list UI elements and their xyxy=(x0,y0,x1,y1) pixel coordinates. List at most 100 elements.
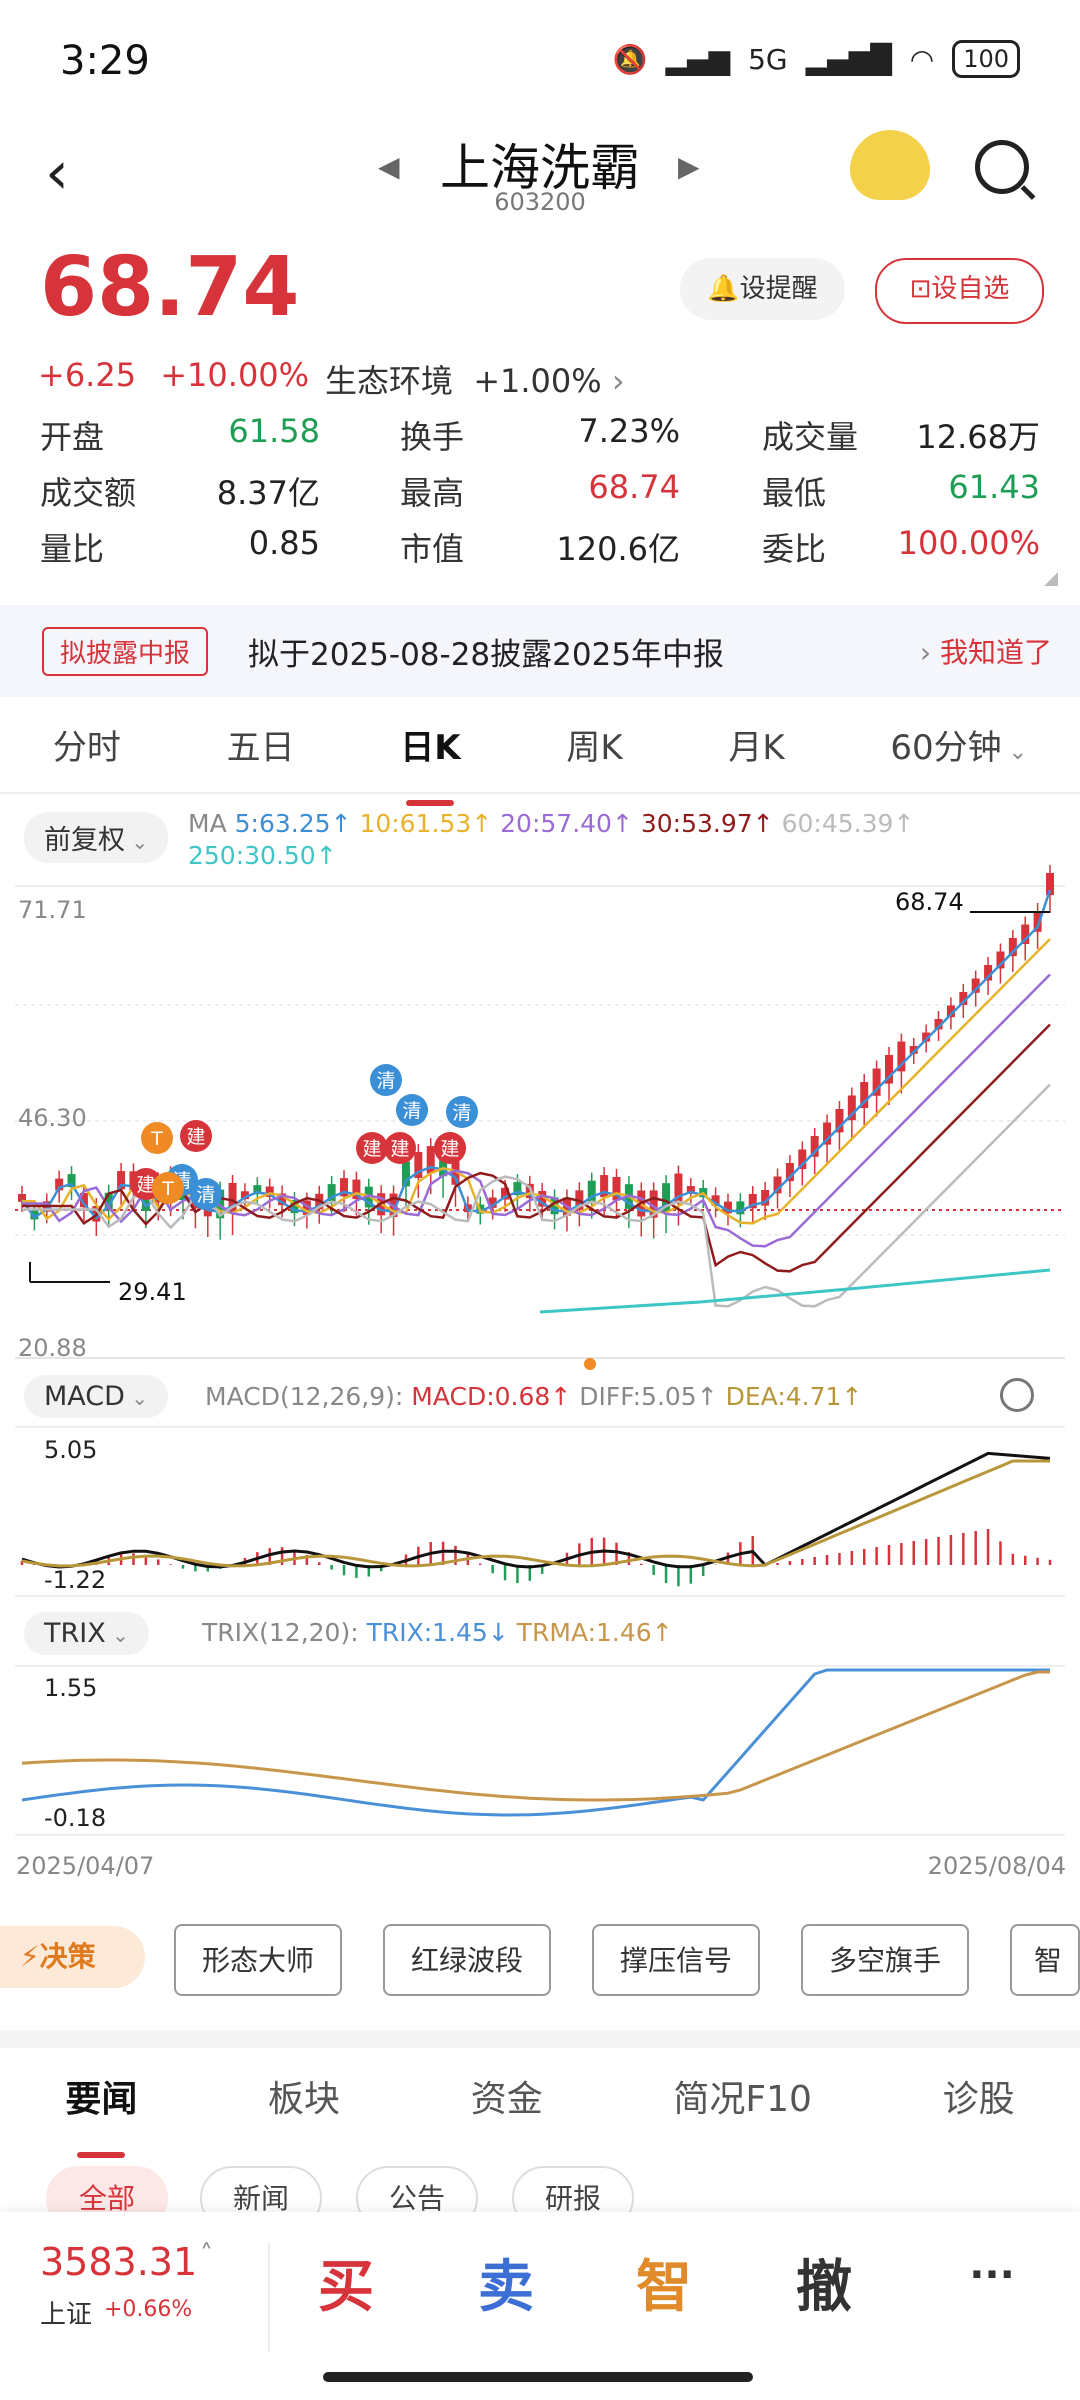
candle-body xyxy=(1046,873,1054,896)
candle-body xyxy=(340,1178,349,1197)
tool-red-green-band[interactable]: 红绿波段 xyxy=(383,1924,551,1996)
drag-handle-icon[interactable] xyxy=(584,1358,596,1370)
candle-body xyxy=(352,1179,361,1200)
candle-body xyxy=(18,1194,26,1202)
candle-body xyxy=(723,1201,732,1214)
sell-button[interactable]: 卖 xyxy=(478,2255,534,2320)
tab-60min[interactable]: 60分钟 ⌄ xyxy=(890,720,1027,790)
sector-link[interactable]: 生态环境 +1.00% › xyxy=(325,356,625,402)
candle-body xyxy=(761,1190,770,1206)
tab-sector[interactable]: 板块 xyxy=(268,2079,341,2120)
smart-button[interactable]: 智 xyxy=(636,2255,692,2320)
ma-line xyxy=(22,1023,1051,1273)
battery-icon: 100 xyxy=(952,40,1020,78)
search-icon[interactable] xyxy=(975,140,1029,194)
candle-body xyxy=(798,1149,807,1169)
chevron-up-icon[interactable]: ˄ xyxy=(200,2240,213,2270)
stock-code: 603200 xyxy=(494,188,586,216)
candle-body xyxy=(55,1178,64,1191)
decision-label: 决策 xyxy=(39,1940,96,1973)
more-button[interactable]: ··· xyxy=(969,2252,1015,2298)
trade-marker-label: 建 xyxy=(136,1174,155,1196)
trade-marker[interactable] xyxy=(180,1120,212,1152)
macd-dropdown[interactable]: MACD ⌄ xyxy=(24,1375,169,1418)
candle-body xyxy=(253,1185,262,1195)
candle-body xyxy=(302,1200,311,1215)
stat-label: 最高 xyxy=(400,474,465,512)
stat-label: 成交额 xyxy=(40,474,137,512)
stat-label: 成交量 xyxy=(762,418,859,456)
candle-body xyxy=(30,1210,39,1220)
trade-marker[interactable] xyxy=(384,1132,416,1164)
tab-daily-k[interactable]: 日K xyxy=(400,720,461,806)
status-bar: 3:29 🔕 ▂▄▆ 5G ▂▄▆█ ◠ 100 xyxy=(0,0,1080,120)
settings-icon[interactable] xyxy=(1000,1378,1034,1412)
tab-monthly-k[interactable]: 月K xyxy=(728,728,785,768)
trade-marker[interactable] xyxy=(396,1094,428,1126)
trma-value: TRMA:1.46↑ xyxy=(516,1618,673,1647)
next-stock-icon[interactable]: ▶ xyxy=(678,150,700,183)
tool-bull-bear[interactable]: 多空旗手 xyxy=(801,1924,969,1996)
tab-intraday[interactable]: 分时 xyxy=(52,728,121,768)
trade-marker[interactable] xyxy=(141,1122,173,1154)
index-value[interactable]: 3583.31 xyxy=(40,2240,198,2284)
trade-marker[interactable] xyxy=(434,1132,466,1164)
candle-body xyxy=(835,1109,844,1133)
news-tabs: 要闻 板块 资金 简况F10 诊股 xyxy=(0,2070,1080,2158)
back-icon[interactable]: ‹ xyxy=(45,138,69,208)
price-change: +6.25 +10.00% xyxy=(38,356,309,394)
trade-marker[interactable] xyxy=(370,1064,402,1096)
dismiss-notice-link[interactable]: › 我知道了 xyxy=(920,631,1052,671)
trade-marker[interactable] xyxy=(356,1132,388,1164)
expand-corner-icon[interactable] xyxy=(1044,572,1058,586)
tab-diagnosis[interactable]: 诊股 xyxy=(942,2079,1015,2120)
prev-stock-icon[interactable]: ◀ xyxy=(378,150,400,183)
tab-60min-label: 60分钟 xyxy=(890,728,1002,768)
add-watchlist-button[interactable]: ⊡设自选 xyxy=(875,258,1044,324)
buy-button[interactable]: 买 xyxy=(318,2255,374,2320)
stat-value: 100.00% xyxy=(897,524,1040,562)
tab-five-day[interactable]: 五日 xyxy=(226,728,295,768)
trade-marker[interactable] xyxy=(446,1096,478,1128)
tab-weekly-k[interactable]: 周K xyxy=(566,728,623,768)
watchlist-icon: ⊡ xyxy=(909,274,932,304)
candle-body xyxy=(488,1197,497,1208)
ma-lines xyxy=(20,889,1052,1314)
trma-line xyxy=(21,1670,1050,1802)
stat-label: 开盘 xyxy=(40,418,105,456)
tab-funds[interactable]: 资金 xyxy=(470,2079,543,2120)
adjust-dropdown[interactable]: 前复权 ⌄ xyxy=(24,812,169,863)
candle-body xyxy=(67,1174,76,1188)
kline-chart[interactable]: 前复权 ⌄ MA 5:63.25↑ 10:61.53↑ 20:57.40↑ 30… xyxy=(0,790,1080,1880)
trix-dropdown[interactable]: TRIX ⌄ xyxy=(24,1612,149,1655)
chevron-right-icon: › xyxy=(611,362,625,400)
stat-value: 7.23% xyxy=(578,412,680,450)
trade-marker[interactable] xyxy=(152,1172,184,1204)
trix-legend: TRIX(12,20): TRIX:1.45↓ TRMA:1.46↑ xyxy=(202,1618,673,1647)
trix-line xyxy=(21,1668,1050,1817)
set-alert-button[interactable]: 🔔设提醒 xyxy=(680,258,845,320)
tool-pattern-master[interactable]: 形态大师 xyxy=(174,1924,342,1996)
ma60-value: 60:45.39↑ xyxy=(781,809,915,838)
candle-body xyxy=(823,1122,832,1145)
tab-headlines[interactable]: 要闻 xyxy=(65,2070,137,2158)
trade-marker-label: T xyxy=(150,1128,163,1150)
tool-support-resistance[interactable]: 撑压信号 xyxy=(592,1924,760,1996)
candle-body xyxy=(773,1176,782,1194)
trade-marker-label: 清 xyxy=(452,1102,471,1124)
candle-body xyxy=(600,1175,609,1198)
candle-body xyxy=(513,1182,522,1196)
decision-badge[interactable]: ⚡决策 xyxy=(0,1926,145,1988)
candle-body xyxy=(959,992,968,1005)
trade-markers: T建建清T清清清建建清建 xyxy=(130,1064,478,1210)
stat-label: 市值 xyxy=(400,530,465,568)
candle-body xyxy=(810,1136,819,1157)
tool-smart[interactable]: 智能 xyxy=(1010,1924,1080,1996)
stat-value: 61.43 xyxy=(948,468,1040,506)
candle-body xyxy=(847,1095,856,1121)
diff-value: DIFF:5.05↑ xyxy=(579,1382,718,1411)
cancel-order-button[interactable]: 撤 xyxy=(796,2255,852,2320)
tab-f10[interactable]: 简况F10 xyxy=(673,2079,812,2120)
trade-marker[interactable] xyxy=(190,1178,222,1210)
mascot-icon[interactable] xyxy=(850,130,930,200)
